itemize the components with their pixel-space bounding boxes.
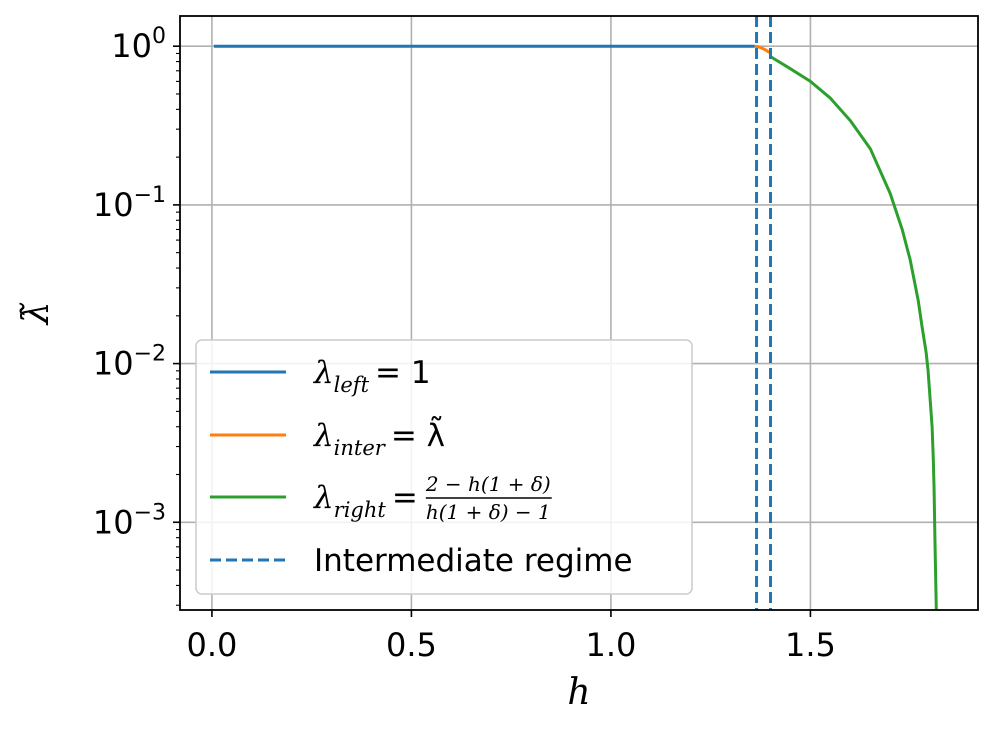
ticks: 0.0 0.5 1.0 1.5 100 10−1 10−2 10−3 — [93, 24, 836, 664]
legend-fraction-denominator: h(1 + δ) − 1 — [426, 500, 551, 524]
x-tick-label: 0.0 — [186, 626, 237, 664]
legend-label: Intermediate regime — [314, 543, 633, 579]
x-tick-label: 0.5 — [386, 626, 437, 664]
legend-label: λright = — [312, 480, 418, 522]
x-axis-label: h — [567, 672, 590, 713]
y-tick-label: 100 — [111, 24, 166, 65]
x-tick-label: 1.5 — [785, 626, 836, 664]
series-line — [769, 55, 938, 611]
plot-frame — [179, 15, 979, 611]
series-layer — [213, 44, 938, 611]
legend-label: λinter = λ̃ — [312, 417, 445, 460]
legend-label: λleft = 1 — [312, 355, 431, 397]
y-tick-label: 10−2 — [93, 342, 166, 383]
x-tick-label: 1.0 — [585, 626, 636, 664]
legend-fraction-numerator: 2 − h(1 + δ) — [425, 472, 551, 496]
series-line — [754, 44, 772, 55]
intermediate-regime-lines — [755, 16, 773, 610]
y-tick-label: 10−3 — [93, 500, 166, 541]
y-tick-label: 10−1 — [93, 183, 166, 224]
y-axis-label: λ̃ — [16, 302, 57, 327]
legend-box — [195, 339, 693, 595]
legend: λleft = 1 λinter = λ̃ λright = 2 − h(1 + δ) h(1… — [195, 339, 693, 595]
